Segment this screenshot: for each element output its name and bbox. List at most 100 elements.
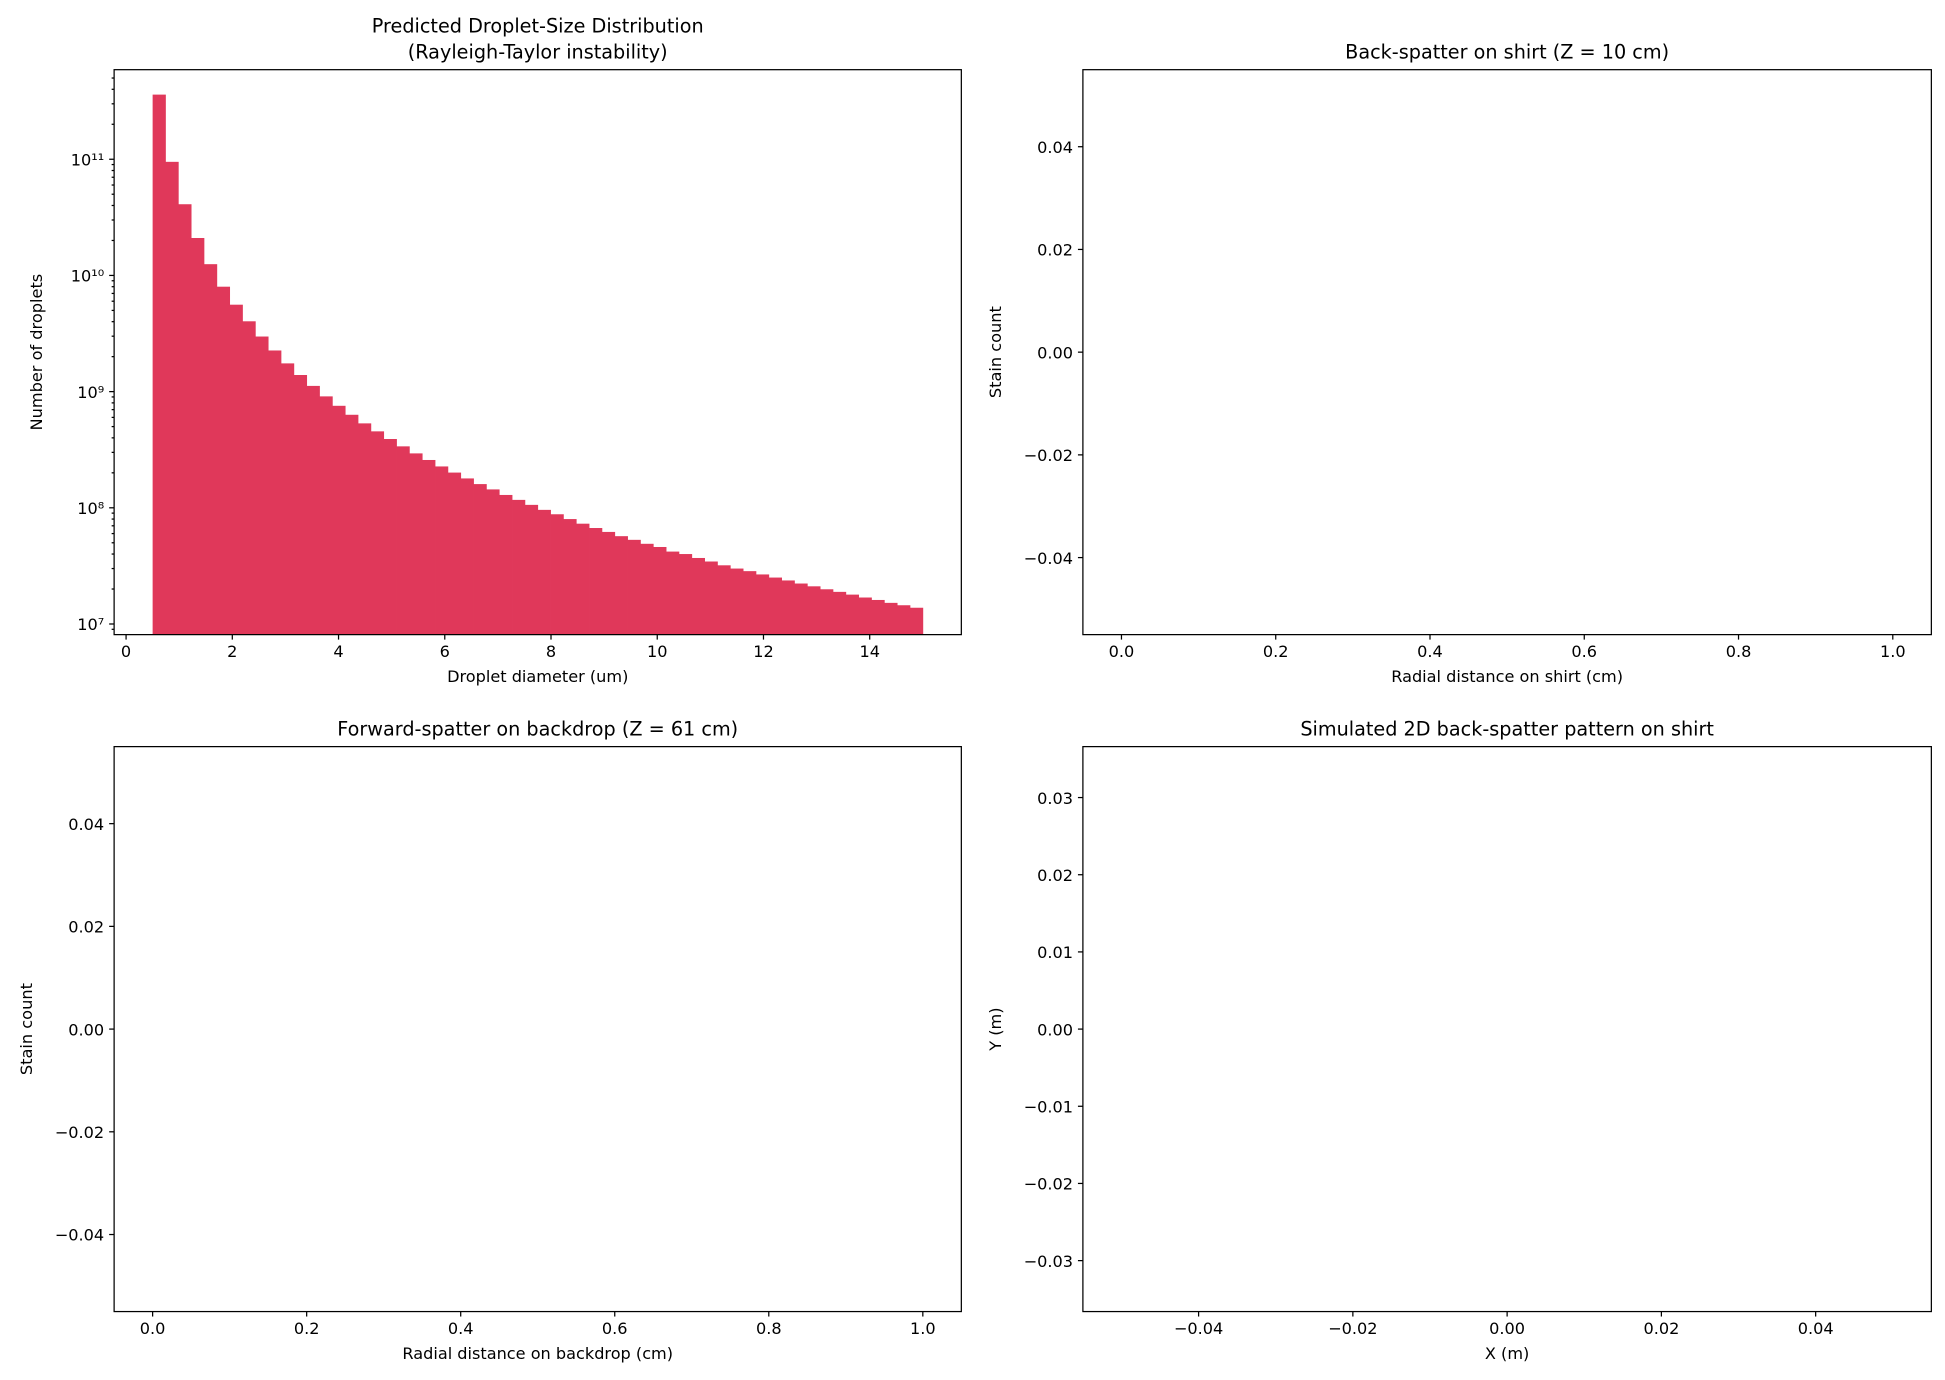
bar [345, 414, 359, 635]
x-tick-label: 0.4 [448, 1319, 474, 1338]
x-axis-label: X (m) [1485, 1344, 1529, 1363]
bar [383, 439, 397, 635]
bar [242, 321, 256, 635]
y-tick-label: 0.00 [1037, 343, 1073, 362]
chart-title: (Rayleigh-Taylor instability) [408, 40, 668, 63]
bar [884, 602, 898, 635]
y-tick-label: 0.02 [1037, 866, 1073, 885]
y-axis-label: Stain count [17, 983, 36, 1075]
y-tick-label: 0.02 [68, 918, 104, 937]
bar [755, 574, 770, 635]
x-tick-label: 12 [753, 642, 774, 661]
bar [486, 489, 500, 635]
x-tick-label: 0.0 [140, 1319, 166, 1338]
x-tick-label: 0.04 [1798, 1319, 1834, 1338]
bar [550, 514, 564, 635]
chart-title: Predicted Droplet-Size Distribution [372, 14, 704, 37]
axes-frame [1082, 745, 1932, 1313]
y-axis-label: Y (m) [986, 1007, 1005, 1051]
x-tick-label: 0.02 [1643, 1319, 1679, 1338]
y-tick-label: −0.04 [1024, 549, 1073, 568]
x-tick-label: −0.04 [1174, 1319, 1223, 1338]
bar [871, 599, 885, 635]
x-tick-label: 6 [440, 642, 450, 661]
bar [576, 523, 590, 635]
x-axis-label: Droplet diameter (um) [447, 667, 628, 686]
x-tick-label: 1.0 [1880, 642, 1906, 661]
y-tick-label: 0.04 [68, 815, 104, 834]
y-tick-label: 10⁷ [77, 615, 104, 634]
y-tick-label: 10¹⁰ [71, 267, 104, 286]
bar [614, 536, 628, 635]
x-axis-label: Radial distance on backdrop (cm) [402, 1344, 673, 1363]
chart-title: Forward-spatter on backdrop (Z = 61 cm) [337, 717, 738, 740]
bar [563, 519, 577, 635]
chart-title: Simulated 2D back-spatter pattern on shi… [1300, 717, 1714, 740]
bar [730, 568, 744, 635]
bar [781, 580, 795, 635]
bar [589, 528, 603, 635]
axes-frame [1082, 69, 1932, 636]
bar [807, 586, 821, 635]
bar [409, 453, 423, 635]
y-tick-label: 0.04 [1037, 138, 1073, 157]
axes-frame [113, 745, 962, 1313]
bar [332, 405, 346, 635]
chart-title: Back-spatter on shirt (Z = 10 cm) [1345, 40, 1669, 63]
y-tick-label: −0.01 [1024, 1097, 1073, 1116]
bar [845, 594, 860, 635]
bar [396, 446, 410, 635]
bar [601, 531, 616, 635]
y-tick-label: −0.02 [1024, 446, 1073, 465]
bar [370, 431, 385, 635]
y-tick-label: 0.01 [1037, 943, 1073, 962]
bar [832, 591, 847, 635]
x-tick-label: 1.0 [910, 1319, 936, 1338]
x-tick-label: 0.2 [1263, 642, 1289, 661]
bar [512, 499, 526, 635]
bar [820, 589, 834, 635]
bar [460, 478, 474, 635]
bar [640, 543, 654, 635]
bar [165, 161, 179, 635]
y-axis-label: Stain count [986, 306, 1005, 398]
bar [435, 466, 449, 635]
bar [897, 605, 911, 635]
x-tick-label: 8 [546, 642, 556, 661]
bar [473, 484, 487, 635]
bar [909, 607, 924, 635]
bar [178, 204, 192, 635]
bar [678, 554, 693, 635]
bar [293, 375, 308, 635]
bar [768, 577, 782, 635]
y-tick-label: 10⁹ [77, 383, 104, 402]
y-tick-label: −0.03 [1024, 1252, 1073, 1271]
axes-frame [113, 69, 962, 636]
bar [666, 551, 680, 635]
y-tick-label: 10¹¹ [71, 150, 104, 169]
x-tick-label: 0.0 [1109, 642, 1135, 661]
bar [319, 396, 333, 635]
bar [717, 565, 731, 635]
bar [691, 557, 705, 635]
bar [191, 237, 205, 635]
y-tick-label: 0.00 [1037, 1020, 1073, 1039]
bar [358, 423, 372, 635]
bar [743, 571, 757, 635]
bar [422, 459, 436, 635]
bar [524, 504, 539, 635]
x-tick-label: 0.00 [1489, 1319, 1525, 1338]
x-tick-label: 0.4 [1417, 642, 1443, 661]
y-tick-label: −0.02 [55, 1123, 104, 1142]
bar [255, 336, 269, 635]
bar [653, 546, 667, 635]
x-tick-label: 0 [121, 642, 131, 661]
x-tick-label: 0.6 [1571, 642, 1597, 661]
bar [537, 509, 551, 635]
bar [229, 304, 243, 635]
x-tick-label: 0.8 [756, 1319, 782, 1338]
x-tick-label: 2 [227, 642, 237, 661]
x-tick-label: 14 [859, 642, 880, 661]
y-tick-label: −0.02 [1024, 1175, 1073, 1194]
